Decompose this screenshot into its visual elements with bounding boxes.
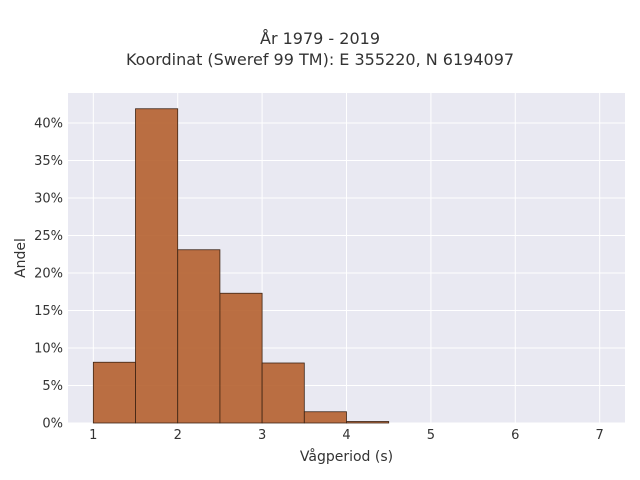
x-tick-label: 1 bbox=[89, 428, 97, 443]
histogram-bar bbox=[92, 361, 136, 424]
y-tick-label: 25% bbox=[34, 229, 63, 244]
x-tick-label: 6 bbox=[511, 428, 519, 443]
y-axis-ticks: 0% 5% 10% 15% 20% 25% 30% 35% 40% bbox=[34, 117, 63, 432]
histogram-bar bbox=[261, 362, 305, 424]
histogram-bar bbox=[177, 249, 221, 424]
bars bbox=[92, 108, 390, 424]
x-tick-label: 3 bbox=[258, 428, 266, 443]
y-tick-label: 15% bbox=[34, 304, 63, 319]
y-axis-label: Andel bbox=[13, 238, 29, 278]
histogram-bar bbox=[219, 292, 263, 424]
histogram-bar bbox=[303, 411, 347, 424]
y-tick-label: 0% bbox=[42, 417, 63, 432]
y-tick-label: 30% bbox=[34, 192, 63, 207]
chart-subtitle: Koordinat (Sweref 99 TM): E 355220, N 61… bbox=[125, 50, 515, 69]
x-tick-label: 2 bbox=[174, 428, 182, 443]
x-axis-ticks: 1 2 3 4 5 6 7 bbox=[89, 428, 604, 443]
histogram-bar bbox=[346, 421, 390, 424]
x-tick-label: 5 bbox=[427, 428, 435, 443]
x-tick-label: 7 bbox=[596, 428, 604, 443]
chart-title: År 1979 - 2019 bbox=[260, 29, 380, 48]
histogram-bar bbox=[135, 108, 179, 424]
y-tick-label: 35% bbox=[34, 154, 63, 169]
y-tick-label: 10% bbox=[34, 342, 63, 357]
y-tick-label: 20% bbox=[34, 267, 63, 282]
y-tick-label: 5% bbox=[42, 379, 63, 394]
x-tick-label: 4 bbox=[342, 428, 350, 443]
y-tick-label: 40% bbox=[34, 117, 63, 132]
x-axis-label: Vågperiod (s) bbox=[300, 448, 393, 465]
